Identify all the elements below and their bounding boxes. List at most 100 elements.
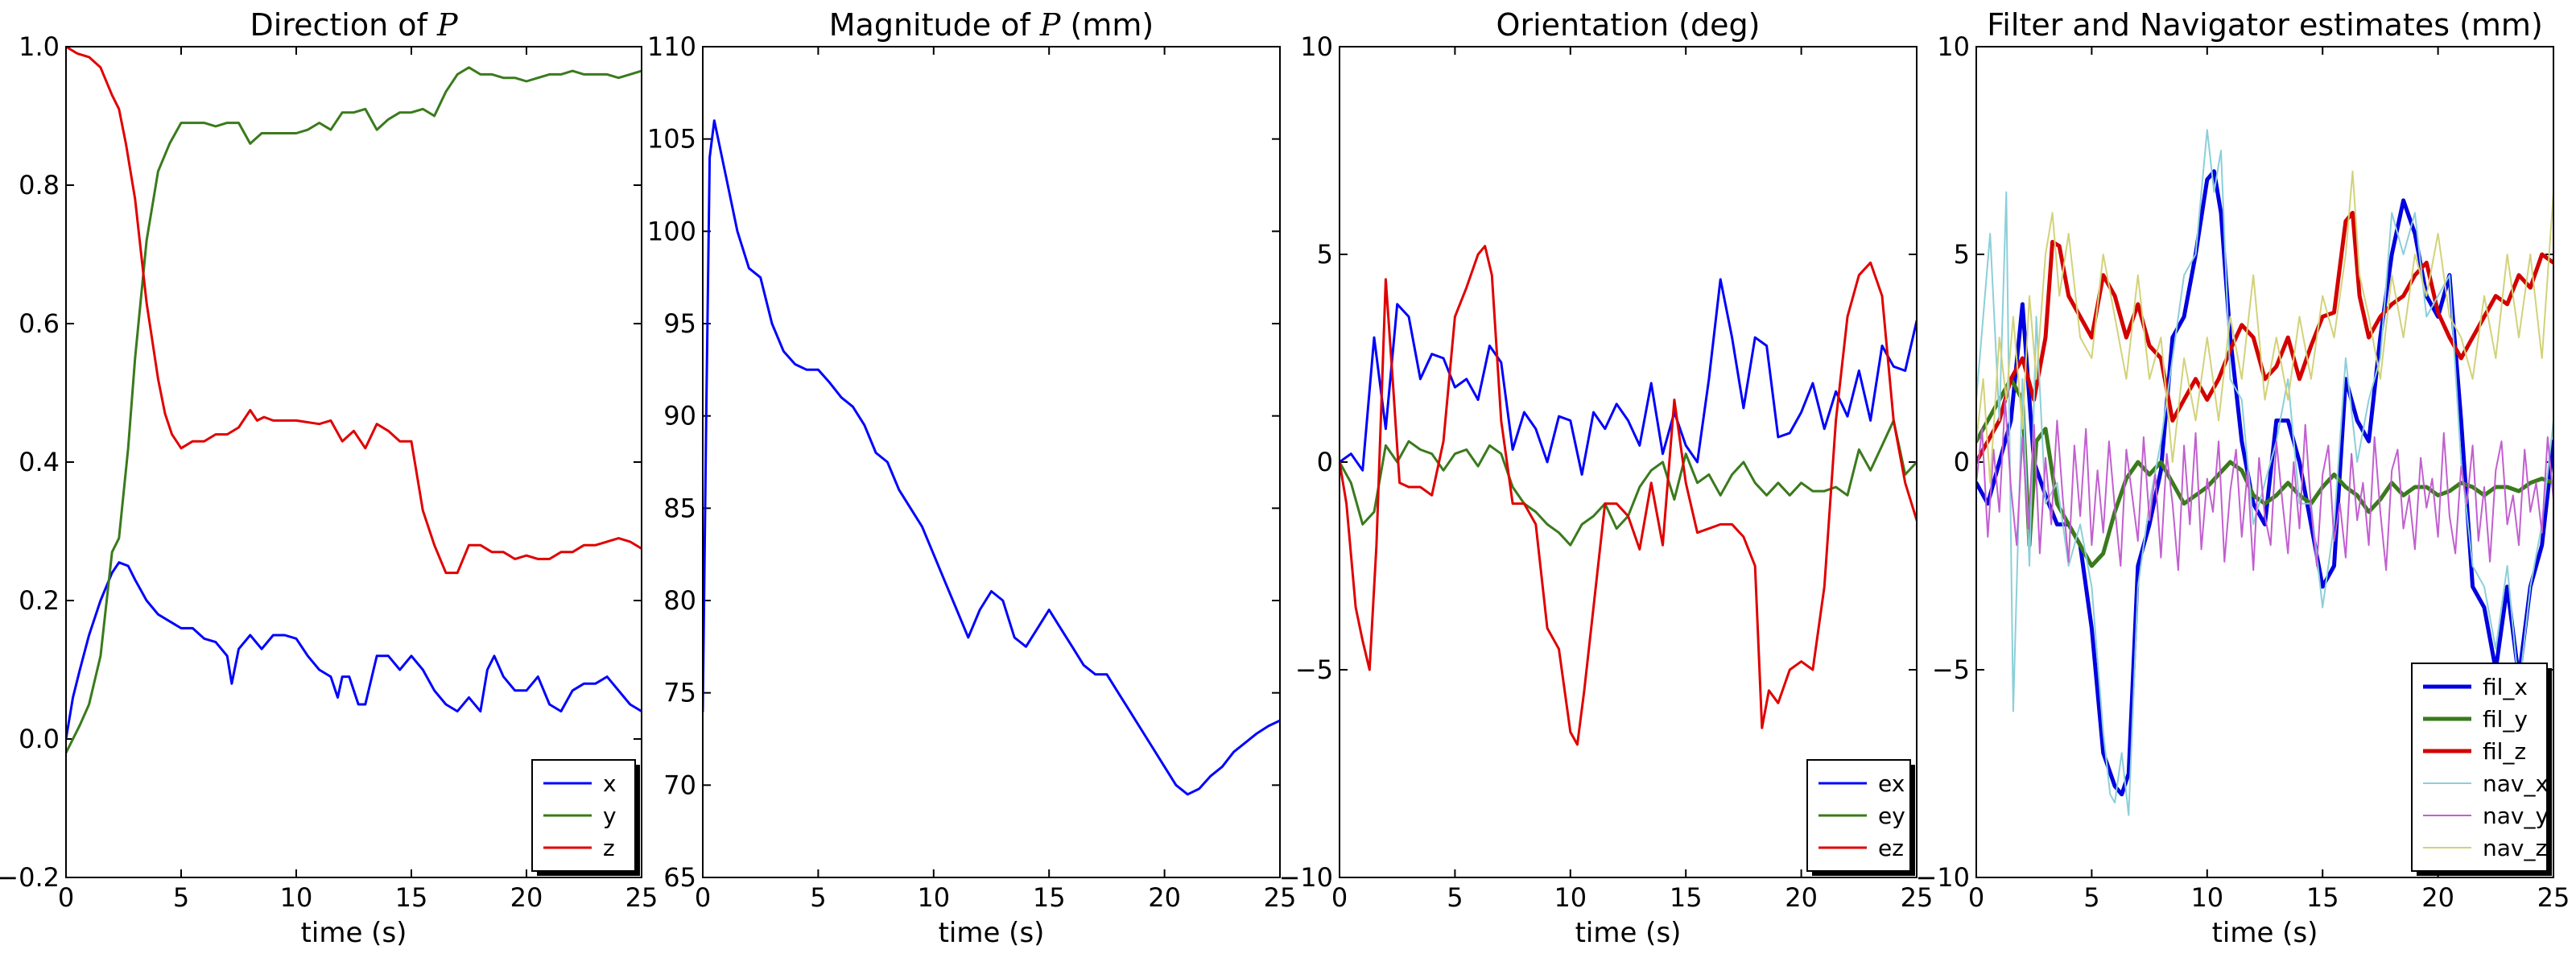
legend-box (2411, 663, 2548, 872)
y-tick-label: −5 (1295, 654, 1333, 685)
y-tick-label: 10 (1300, 31, 1333, 62)
subplot-title: Orientation (deg) (1496, 7, 1761, 43)
x-axis-label: time (s) (1575, 917, 1682, 949)
legend-label-fil_x: fil_x (2483, 674, 2528, 700)
series-line-nav_z (1976, 170, 2553, 484)
x-tick-label: 0 (58, 882, 74, 913)
series-line-series-1 (703, 119, 1280, 796)
x-tick-label: 25 (1901, 882, 1934, 913)
legend-label-y: y (603, 803, 617, 829)
subplot-4: Filter and Navigator estimates (mm) 0 5 10 1… (1915, 7, 2570, 949)
y-tick-label: 110 (647, 31, 696, 62)
x-tick-label: 20 (2421, 882, 2454, 913)
title-part: Magnitude of (829, 7, 1040, 43)
x-tick-label: 25 (2537, 882, 2570, 913)
subplots-layer: Direction of P 0 5 10 15 20 25 −0.2 0.0 0.2 0.4 0.6… (0, 7, 2570, 949)
y-tick-label: 95 (663, 308, 696, 339)
series-line-z (66, 47, 642, 575)
x-tick-label: 10 (2190, 882, 2223, 913)
subplot-title: Magnitude of P (mm) (829, 7, 1154, 43)
title-part: (mm) (1060, 7, 1154, 43)
subplot-title: Filter and Navigator estimates (mm) (1987, 7, 2543, 43)
y-tick-label: 100 (647, 216, 696, 246)
legend-label-nav_y: nav_y (2483, 803, 2549, 829)
y-tick-label: −5 (1932, 654, 1970, 685)
series-group (66, 47, 642, 754)
x-axis-label: time (s) (301, 917, 407, 949)
y-tick-label: 0.8 (19, 170, 60, 200)
plot-frame (702, 46, 1281, 878)
y-tick-label: 0.6 (19, 308, 60, 339)
series-line-y (66, 66, 642, 754)
y-tick-label: 0 (1317, 447, 1333, 477)
x-tick-label: 10 (1554, 882, 1587, 913)
x-tick-label: 20 (1148, 882, 1181, 913)
y-tick-label: 70 (663, 770, 696, 800)
title-part: P (1039, 7, 1062, 43)
legend-label-ey: ey (1878, 803, 1905, 829)
x-tick-label: 5 (810, 882, 826, 913)
plot-frame (1339, 46, 1918, 878)
subplot-1: Direction of P 0 5 10 15 20 25 −0.2 0.0 0.2 0.4 0.6… (0, 7, 658, 949)
legend-label-x: x (603, 770, 617, 797)
series-line-nav_y (1976, 398, 2553, 572)
y-tick-label: 1.0 (19, 31, 60, 62)
y-tick-label: 0 (1954, 447, 1970, 477)
y-tick-label: 0.4 (19, 447, 60, 477)
x-tick-label: 0 (1968, 882, 1984, 913)
subplot-title: Direction of P (250, 7, 458, 43)
title-part: P (436, 7, 459, 43)
x-axis-label: time (s) (2212, 917, 2318, 949)
series-group (1340, 245, 1917, 746)
series-line-x (66, 561, 642, 741)
y-tick-label: 85 (663, 493, 696, 523)
legend-label-ex: ex (1878, 770, 1905, 797)
legend-label-nav_z: nav_z (2483, 835, 2547, 861)
subplot-3: Orientation (deg) 0 5 10 15 20 25 −10 −5 0 5 10 time… (1278, 7, 1933, 949)
x-tick-label: 25 (1264, 882, 1297, 913)
y-tick-label: 5 (1317, 239, 1333, 270)
x-axis-label: time (s) (939, 917, 1045, 949)
title-part: Direction of (250, 7, 436, 43)
x-tick-label: 20 (1785, 882, 1818, 913)
x-tick-label: 20 (510, 882, 543, 913)
x-tick-label: 15 (1033, 882, 1066, 913)
y-tick-label: 105 (647, 124, 696, 155)
y-tick-label: −10 (1915, 862, 1970, 893)
y-tick-label: −0.2 (0, 862, 60, 893)
x-tick-label: 15 (1670, 882, 1703, 913)
legend-label-nav_x: nav_x (2483, 770, 2549, 797)
x-tick-label: 0 (695, 882, 711, 913)
series-line-ex (1340, 278, 1917, 476)
x-tick-label: 5 (173, 882, 189, 913)
subplot-2: Magnitude of P (mm) 0 5 10 15 20 25 65 70 75 80 85 9… (647, 7, 1296, 949)
plot-frame (1975, 46, 2554, 878)
y-tick-label: 0.2 (19, 585, 60, 616)
legend-label-ez: ez (1878, 835, 1904, 861)
plot-frame (65, 46, 642, 878)
x-tick-label: 0 (1331, 882, 1348, 913)
legend-label-fil_y: fil_y (2483, 706, 2528, 733)
series-line-fil_y (1976, 377, 2553, 568)
y-tick-label: 0.0 (19, 724, 60, 754)
x-tick-label: 15 (395, 882, 428, 913)
x-tick-label: 5 (1447, 882, 1463, 913)
y-tick-label: −10 (1278, 862, 1333, 893)
x-tick-label: 10 (280, 882, 313, 913)
y-tick-label: 90 (663, 401, 696, 431)
x-tick-label: 15 (2306, 882, 2339, 913)
x-tick-label: 10 (917, 882, 950, 913)
series-line-ez (1340, 245, 1917, 746)
series-group (1976, 129, 2553, 816)
x-tick-label: 5 (2083, 882, 2099, 913)
y-tick-label: 75 (663, 678, 696, 708)
y-tick-label: 80 (663, 585, 696, 616)
y-tick-label: 65 (663, 862, 696, 893)
y-tick-label: 10 (1937, 31, 1970, 62)
legend-label-fil_z: fil_z (2483, 738, 2526, 765)
series-group (703, 119, 1280, 796)
x-tick-label: 25 (625, 882, 658, 913)
y-tick-label: 5 (1954, 239, 1970, 270)
legend-label-z: z (603, 835, 615, 861)
